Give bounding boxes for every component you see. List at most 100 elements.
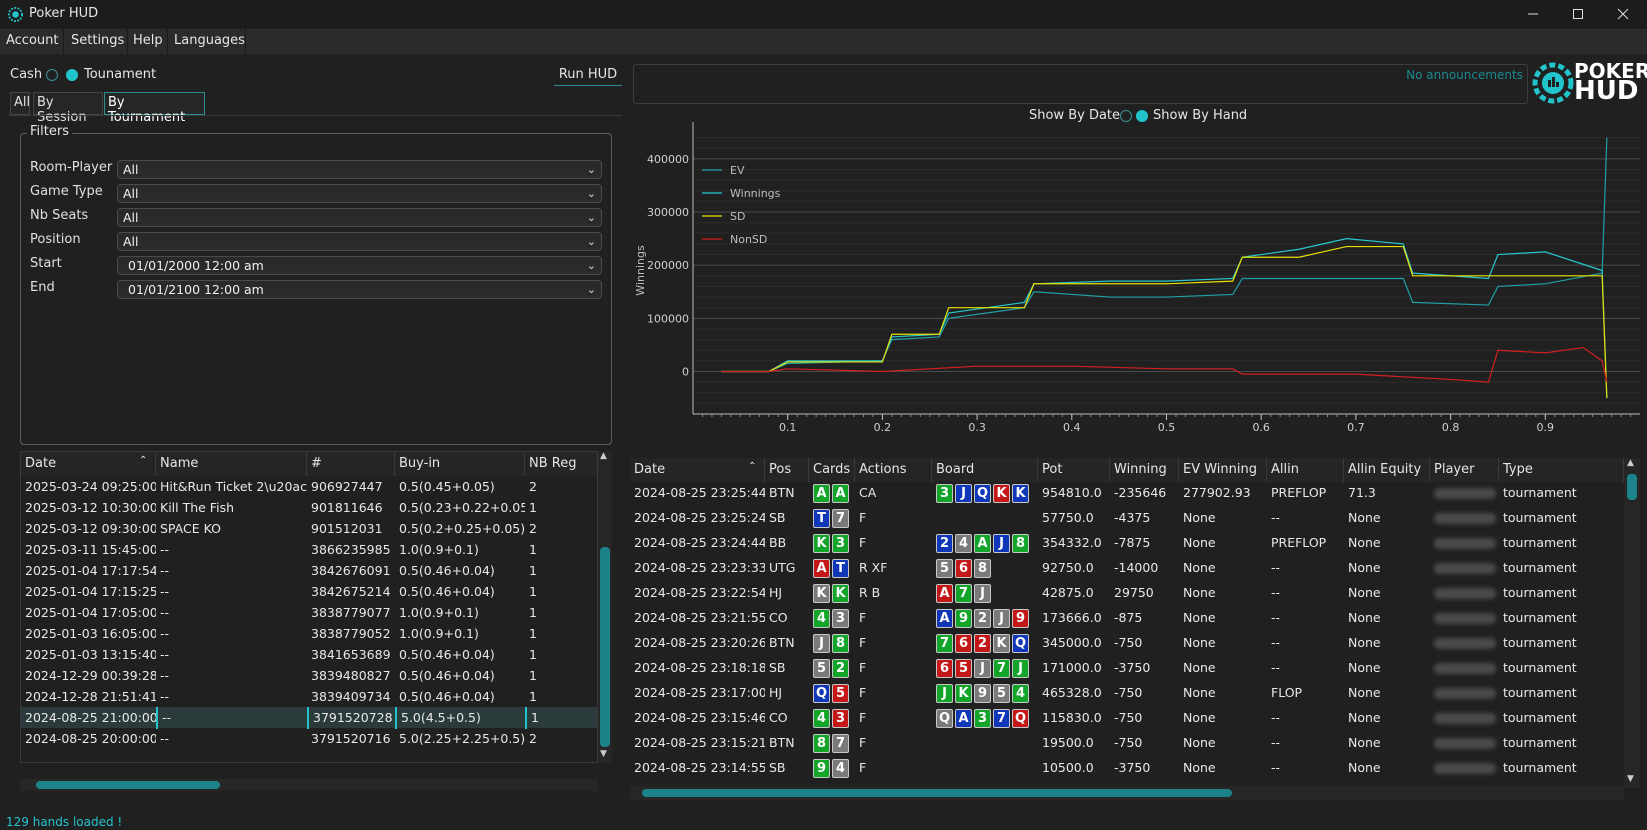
filter-label-4: Start [30, 256, 62, 271]
hand-cell: None [1183, 735, 1216, 750]
tournament-row[interactable]: 2025-03-12 09:30:00 SPACE KO 901512031 0.5(… [21, 518, 597, 539]
playing-card: 7 [832, 734, 849, 753]
hands-header-5[interactable]: Pot [1038, 458, 1110, 482]
tournament-label: Tounament [84, 67, 157, 82]
hand-cell: BTN [769, 485, 795, 500]
hand-cell: None [1348, 535, 1381, 550]
hand-row[interactable]: 2024-08-25 23:23:33 UTG A T R XF 5 6 8 92750.0 -1… [630, 557, 1624, 582]
filter-select-0[interactable]: All ⌄ [117, 160, 602, 179]
tournament-header-2[interactable]: # [307, 452, 395, 476]
tournament-row[interactable]: 2025-03-12 10:30:00 Kill The Fish 90181164… [21, 497, 597, 518]
show-by-date-radio[interactable] [1120, 110, 1132, 122]
hand-row[interactable]: 2024-08-25 23:15:21 BTN 8 7 F 19500.0 -750 None… [630, 732, 1624, 757]
tournament-vscroll[interactable]: ▲ ▼ [598, 451, 612, 763]
hand-row[interactable]: 2024-08-25 23:20:26 BTN J 8 F 7 6 2 K Q 345000.0 -7… [630, 632, 1624, 657]
filter-label-5: End [30, 280, 55, 295]
hand-row[interactable]: 2024-08-25 23:15:46 CO 4 3 F Q A 3 7 Q 115830.0 -75… [630, 707, 1624, 732]
hand-cell: -- [1271, 760, 1281, 775]
hand-row[interactable]: 2024-08-25 23:25:24 SB T 7 F 57750.0 -4375 None… [630, 507, 1624, 532]
hands-header-8[interactable]: Allin [1267, 458, 1344, 482]
hand-cell: 10500.0 [1042, 760, 1094, 775]
hands-header-0[interactable]: Date [630, 458, 765, 482]
hand-row[interactable]: 2024-08-25 23:21:55 CO 4 3 F A 9 2 J 9 173666.0 -87… [630, 607, 1624, 632]
hand-row[interactable]: 2024-08-25 23:17:00 HJ Q 5 F J K 9 5 4 465328.0 -75… [630, 682, 1624, 707]
maximize-button[interactable] [1555, 0, 1601, 28]
hand-row[interactable]: 2024-08-25 23:25:44 BTN A A CA 3 J Q K K 954810.0-… [630, 482, 1624, 507]
filter-select-2[interactable]: All ⌄ [117, 208, 602, 227]
hands-header-6[interactable]: Winning [1110, 458, 1179, 482]
tournament-row[interactable]: 2025-03-24 09:25:00 Hit&Run Ticket 2\u20a… [21, 476, 597, 497]
hand-row[interactable]: 2024-08-25 23:18:18 SB 5 2 F 6 5 J 7 J 171000.0 -37… [630, 657, 1624, 682]
sort-ascending-icon[interactable]: ⌃ [748, 461, 757, 472]
hands-header-3[interactable]: Actions [855, 458, 932, 482]
board-cards [932, 732, 1038, 757]
playing-card: J [1012, 659, 1029, 678]
tab-by-tournament[interactable]: By Tournament [104, 92, 205, 125]
tournament-radio[interactable] [66, 69, 78, 81]
board-cards [932, 507, 1038, 532]
hands-header-7[interactable]: EV Winning [1179, 458, 1267, 482]
tournament-row[interactable]: 2025-01-04 17:05:00 -- 3838779077 1.0(0.9+0… [21, 602, 597, 623]
hand-cell: SB [769, 660, 786, 675]
tournament-row[interactable]: 2024-08-25 20:00:00 -- 3791520716 5.0(2.25+… [21, 728, 597, 749]
show-by-hand-radio[interactable] [1136, 110, 1148, 122]
tournament-cell: 2025-03-12 10:30:00 [25, 500, 156, 515]
tournament-row[interactable]: 2025-01-03 13:15:40 -- 3841653689 0.5(0.46+… [21, 644, 597, 665]
playing-card: 9 [1012, 609, 1029, 628]
hands-header-9[interactable]: Allin Equity [1344, 458, 1430, 482]
playing-card: 5 [813, 659, 830, 678]
close-button[interactable] [1600, 0, 1646, 28]
tournament-row[interactable]: 2025-03-11 15:45:00 -- 3866235985 1.0(0.9+0… [21, 539, 597, 560]
tournament-cell: -- [160, 584, 170, 599]
hands-hscroll[interactable] [630, 786, 1624, 800]
hand-row[interactable]: 2024-08-25 23:14:55 SB 9 4 F 10500.0 -3750 None… [630, 757, 1624, 782]
tournament-cell: 2025-03-11 15:45:00 [25, 542, 156, 557]
tournament-row[interactable]: 2024-12-28 21:51:41 -- 3839409734 0.5(0.46+… [21, 686, 597, 707]
tournament-row[interactable]: 2024-08-25 21:00:00 -- 3791520728 5.0(4.5+0… [21, 707, 597, 729]
tournament-cell: 0.5(0.46+0.04) [399, 668, 495, 683]
playing-card: T [832, 559, 849, 578]
hand-row[interactable]: 2024-08-25 23:22:54 HJ K K R B A 7 J 42875.0 2975… [630, 582, 1624, 607]
hands-header-2[interactable]: Cards [809, 458, 855, 482]
hand-cell: 29750 [1114, 585, 1154, 600]
tournament-header-3[interactable]: Buy-in [395, 452, 525, 476]
hands-header-11[interactable]: Type [1499, 458, 1624, 482]
hands-header-1[interactable]: Pos [765, 458, 809, 482]
player-name-redacted [1434, 713, 1496, 724]
tournament-header-1[interactable]: Name [156, 452, 307, 476]
hands-header-4[interactable]: Board [932, 458, 1038, 482]
tournament-row[interactable]: 2025-01-04 17:17:54 -- 3842676091 0.5(0.46+… [21, 560, 597, 581]
tournament-row[interactable]: 2025-01-04 17:15:25 -- 3842675214 0.5(0.46+… [21, 581, 597, 602]
menu-languages[interactable]: Languages [174, 33, 245, 48]
hands-header-10[interactable]: Player [1430, 458, 1499, 482]
filter-select-3[interactable]: All ⌄ [117, 232, 602, 251]
run-hud-button[interactable]: Run HUD [554, 64, 622, 86]
hand-row[interactable]: 2024-08-25 23:24:44 BB K 3 F 2 4 A J 8 354332.0 -78… [630, 532, 1624, 557]
cash-radio[interactable] [46, 69, 58, 81]
filter-select-1[interactable]: All ⌄ [117, 184, 602, 203]
sort-ascending-icon[interactable]: ⌃ [139, 455, 148, 466]
series-line-sd [721, 245, 1608, 399]
tab-by-session[interactable]: By Session [33, 92, 103, 125]
tournament-header-4[interactable]: NB Reg [525, 452, 597, 476]
menu-account[interactable]: Account [6, 33, 59, 48]
menu-help[interactable]: Help [133, 33, 163, 48]
playing-card: A [813, 559, 830, 578]
filter-select-5[interactable]: 01/01/2100 12:00 am ⌄ [117, 280, 602, 299]
tab-all[interactable]: All [10, 92, 30, 115]
tournament-cell: 1 [529, 500, 537, 515]
tournament-cell: 3866235985 [311, 542, 391, 557]
tournament-cell: 906927447 [311, 479, 383, 494]
playing-card: A [936, 609, 953, 628]
tournament-hscroll[interactable] [20, 779, 598, 791]
app-logo: POKER HUD [1532, 60, 1647, 106]
menu-settings[interactable]: Settings [71, 33, 125, 48]
minimize-button[interactable] [1510, 0, 1556, 28]
filter-select-4[interactable]: 01/01/2000 12:00 am ⌄ [117, 256, 602, 275]
tournament-row[interactable]: 2024-12-29 00:39:28 -- 3839480827 0.5(0.46+… [21, 665, 597, 686]
hand-cell: tournament [1503, 610, 1577, 625]
tournament-header-0[interactable]: Date [21, 452, 156, 476]
hands-vscroll[interactable]: ▲ ▼ [1624, 458, 1640, 788]
tournament-row[interactable]: 2025-01-03 16:05:00 -- 3838779052 1.0(0.9+0… [21, 623, 597, 644]
